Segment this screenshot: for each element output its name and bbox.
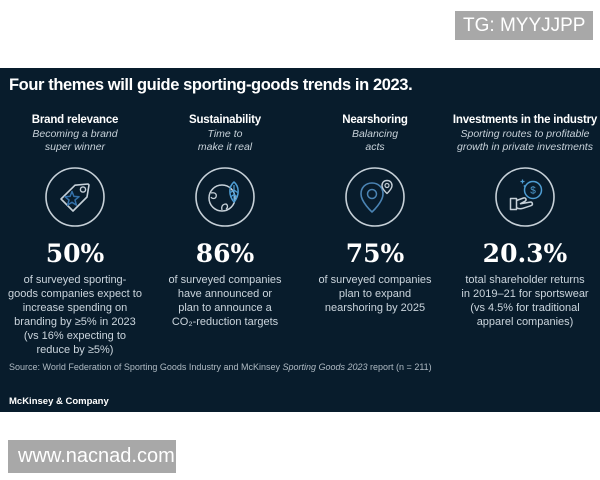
globe-leaf-icon — [194, 166, 256, 228]
stat-description: total shareholder returns in 2019–21 for… — [461, 274, 589, 328]
price-tag-star-icon — [44, 166, 106, 228]
svg-text:$: $ — [530, 186, 536, 197]
source-note: Source: World Federation of Sporting Goo… — [9, 362, 432, 372]
column-subtitle: Balancing acts — [351, 128, 399, 153]
watermark-telegram-badge: TG: MYYJJPP — [455, 11, 593, 40]
column-subtitle: Time to make it real — [197, 128, 253, 153]
source-report-title: Sporting Goods 2023 — [282, 362, 368, 372]
infographic-panel: Four themes will guide sporting-goods tr… — [0, 68, 600, 412]
watermark-website-badge: www.nacnad.com — [8, 440, 176, 473]
column-subtitle: Sporting routes to profitable growth in … — [457, 128, 593, 153]
column-nearshoring: Nearshoring Balancing acts 75% of survey… — [300, 114, 450, 357]
hand-coin-icon: $ — [494, 166, 556, 228]
column-header: Brand relevance — [31, 114, 119, 126]
page-title: Four themes will guide sporting-goods tr… — [9, 76, 413, 94]
stat-value: 50% — [45, 239, 105, 268]
source-text: Source: World Federation of Sporting Goo… — [9, 362, 283, 372]
stat-description: of surveyed companies plan to expand nea… — [318, 274, 432, 314]
column-sustainability: Sustainability Time to make it real 86% … — [150, 114, 300, 357]
stat-value: 20.3% — [482, 239, 568, 268]
column-brand-relevance: Brand relevance Becoming a brand super w… — [0, 114, 150, 357]
column-investments: Investments in the industry Sporting rou… — [450, 114, 600, 357]
column-header: Nearshoring — [342, 114, 408, 126]
stat-value: 86% — [195, 239, 255, 268]
column-subtitle: Becoming a brand super winner — [32, 128, 118, 153]
mckinsey-company-logo: McKinsey & Company — [9, 396, 109, 407]
location-pins-icon — [344, 166, 406, 228]
source-suffix: report (n = 211) — [367, 362, 432, 372]
stat-description: of surveyed sporting- goods companies ex… — [8, 274, 142, 356]
stat-value: 75% — [345, 239, 405, 268]
theme-columns: Brand relevance Becoming a brand super w… — [0, 114, 600, 357]
column-header: Sustainability — [189, 114, 261, 126]
stat-description: of surveyed companies have announced or … — [168, 274, 282, 328]
column-header: Investments in the industry — [452, 114, 598, 126]
